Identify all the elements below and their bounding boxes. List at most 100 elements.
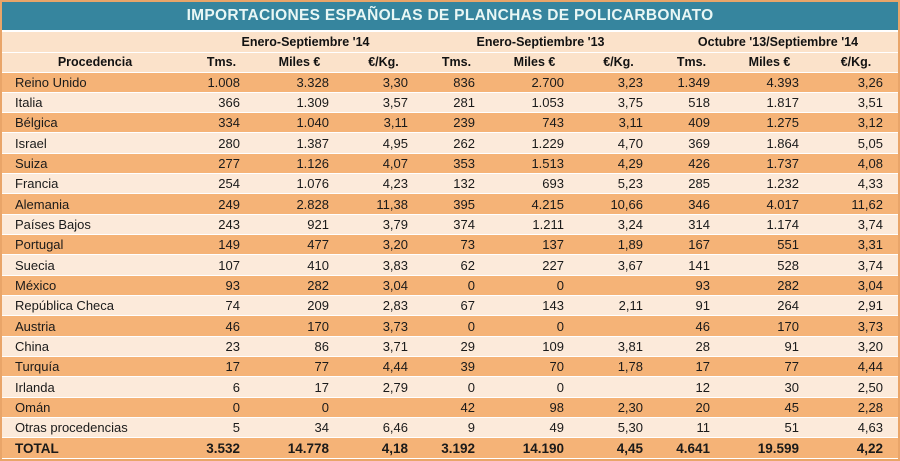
- cell-value: 98: [490, 397, 579, 419]
- cell-value: 2,50: [814, 376, 898, 398]
- cell-value: 395: [423, 193, 490, 215]
- cell-value: 132: [423, 173, 490, 195]
- cell-value: 137: [490, 234, 579, 256]
- cell-value: 77: [255, 356, 344, 378]
- cell-value: 1,78: [579, 356, 658, 378]
- cell-value: 280: [188, 132, 255, 154]
- cell-value: 4,44: [344, 356, 423, 378]
- cell-value: 264: [725, 295, 814, 317]
- cell-value: 249: [188, 193, 255, 215]
- row-label: Turquía: [2, 356, 188, 378]
- cell-value: 410: [255, 254, 344, 276]
- tms-header-1: Tms.: [188, 52, 255, 73]
- cell-value: 693: [490, 173, 579, 195]
- cell-value: 3,67: [579, 254, 658, 276]
- table-row: Países Bajos 243 921 3,79 374 1.211 3,24 314 1.1…: [2, 214, 898, 236]
- row-label: Países Bajos: [2, 214, 188, 236]
- cell-value: 17: [255, 376, 344, 398]
- cell-value: 921: [255, 214, 344, 236]
- cell-value: 743: [490, 112, 579, 134]
- cell-value: 3,79: [344, 214, 423, 236]
- cell-value: 1.126: [255, 153, 344, 175]
- row-label: Francia: [2, 173, 188, 195]
- cell-value: 1.275: [725, 112, 814, 134]
- cell-value: 1.513: [490, 153, 579, 175]
- cell-value: 3,30: [344, 72, 423, 93]
- cell-value: 551: [725, 234, 814, 256]
- cell-value: 239: [423, 112, 490, 134]
- cell-value: 2,83: [344, 295, 423, 317]
- cell-value: 1.737: [725, 153, 814, 175]
- row-label: Italia: [2, 92, 188, 114]
- table-row: Francia 254 1.076 4,23 132 693 5,23 285 1.232 4,3…: [2, 173, 898, 195]
- cell-value: 4,63: [814, 417, 898, 439]
- cell-value: 49: [490, 417, 579, 439]
- cell-value: 2.700: [490, 72, 579, 93]
- cell-value: 1.053: [490, 92, 579, 114]
- cell-value: 14.778: [255, 437, 344, 459]
- table-row: Omán 0 0 42 98 2,30 20 45 2,28: [2, 397, 898, 419]
- tms-header-3: Tms.: [658, 52, 725, 73]
- cell-value: 374: [423, 214, 490, 236]
- cell-value: 10,66: [579, 193, 658, 215]
- cell-value: 254: [188, 173, 255, 195]
- cell-value: [579, 376, 658, 398]
- period-header-1: Enero-Septiembre '14: [188, 32, 423, 53]
- table-row: Portugal 149 477 3,20 73 137 1,89 167 551 3,31: [2, 234, 898, 256]
- cell-value: 28: [658, 336, 725, 358]
- cell-value: 285: [658, 173, 725, 195]
- cell-value: 209: [255, 295, 344, 317]
- cell-value: 1.232: [725, 173, 814, 195]
- cell-value: 3,26: [814, 72, 898, 93]
- cell-value: 1.817: [725, 92, 814, 114]
- cell-value: 91: [725, 336, 814, 358]
- miles-header-1: Miles €: [255, 52, 344, 73]
- period-header-3: Octubre '13/Septiembre '14: [658, 32, 898, 53]
- cell-value: 277: [188, 153, 255, 175]
- table-row: Alemania 249 2.828 11,38 395 4.215 10,66 346 4.0…: [2, 193, 898, 215]
- table-row: México 93 282 3,04 0 0 93 282 3,04: [2, 275, 898, 297]
- data-table: Enero-Septiembre '14 Enero-Septiembre '1…: [2, 32, 898, 459]
- cell-value: 34: [255, 417, 344, 439]
- cell-value: [579, 315, 658, 337]
- cell-value: 528: [725, 254, 814, 276]
- cell-value: 0: [423, 315, 490, 337]
- cell-value: 3,51: [814, 92, 898, 114]
- cell-value: 227: [490, 254, 579, 276]
- cell-value: 141: [658, 254, 725, 276]
- cell-value: 93: [188, 275, 255, 297]
- table-title: IMPORTACIONES ESPAÑOLAS DE PLANCHAS DE P…: [2, 2, 898, 32]
- miles-header-3: Miles €: [725, 52, 814, 73]
- cell-value: 0: [490, 275, 579, 297]
- cell-value: 3,57: [344, 92, 423, 114]
- cell-value: 3,20: [814, 336, 898, 358]
- cell-value: 282: [255, 275, 344, 297]
- cell-value: 5,05: [814, 132, 898, 154]
- cell-value: 4.393: [725, 72, 814, 93]
- cell-value: 3,04: [344, 275, 423, 297]
- cell-value: 3,12: [814, 112, 898, 134]
- cell-value: 14.190: [490, 437, 579, 459]
- cell-value: 426: [658, 153, 725, 175]
- cell-value: 4,23: [344, 173, 423, 195]
- total-row: TOTAL 3.532 14.778 4,18 3.192 14.190 4,45 4.641…: [2, 437, 898, 459]
- cell-value: 1.040: [255, 112, 344, 134]
- cell-value: 170: [255, 315, 344, 337]
- row-label: China: [2, 336, 188, 358]
- table-row: República Checa 74 209 2,83 67 143 2,11 91 264 2,…: [2, 295, 898, 317]
- table-row: Bélgica 334 1.040 3,11 239 743 3,11 409 1.275 3,1…: [2, 112, 898, 134]
- cell-value: 2,28: [814, 397, 898, 419]
- cell-value: 409: [658, 112, 725, 134]
- cell-value: 3,31: [814, 234, 898, 256]
- cell-value: 3,04: [814, 275, 898, 297]
- cell-value: 67: [423, 295, 490, 317]
- table-row: Italia 366 1.309 3,57 281 1.053 3,75 518 1.817 3,…: [2, 92, 898, 114]
- cell-value: 0: [188, 397, 255, 419]
- cell-value: 3,71: [344, 336, 423, 358]
- cell-value: 167: [658, 234, 725, 256]
- cell-value: 170: [725, 315, 814, 337]
- metric-header-row: Procedencia Tms. Miles € €/Kg. Tms. Mile…: [2, 52, 898, 73]
- table-row: Austria 46 170 3,73 0 0 46 170 3,73: [2, 315, 898, 337]
- kg-header-1: €/Kg.: [344, 52, 423, 73]
